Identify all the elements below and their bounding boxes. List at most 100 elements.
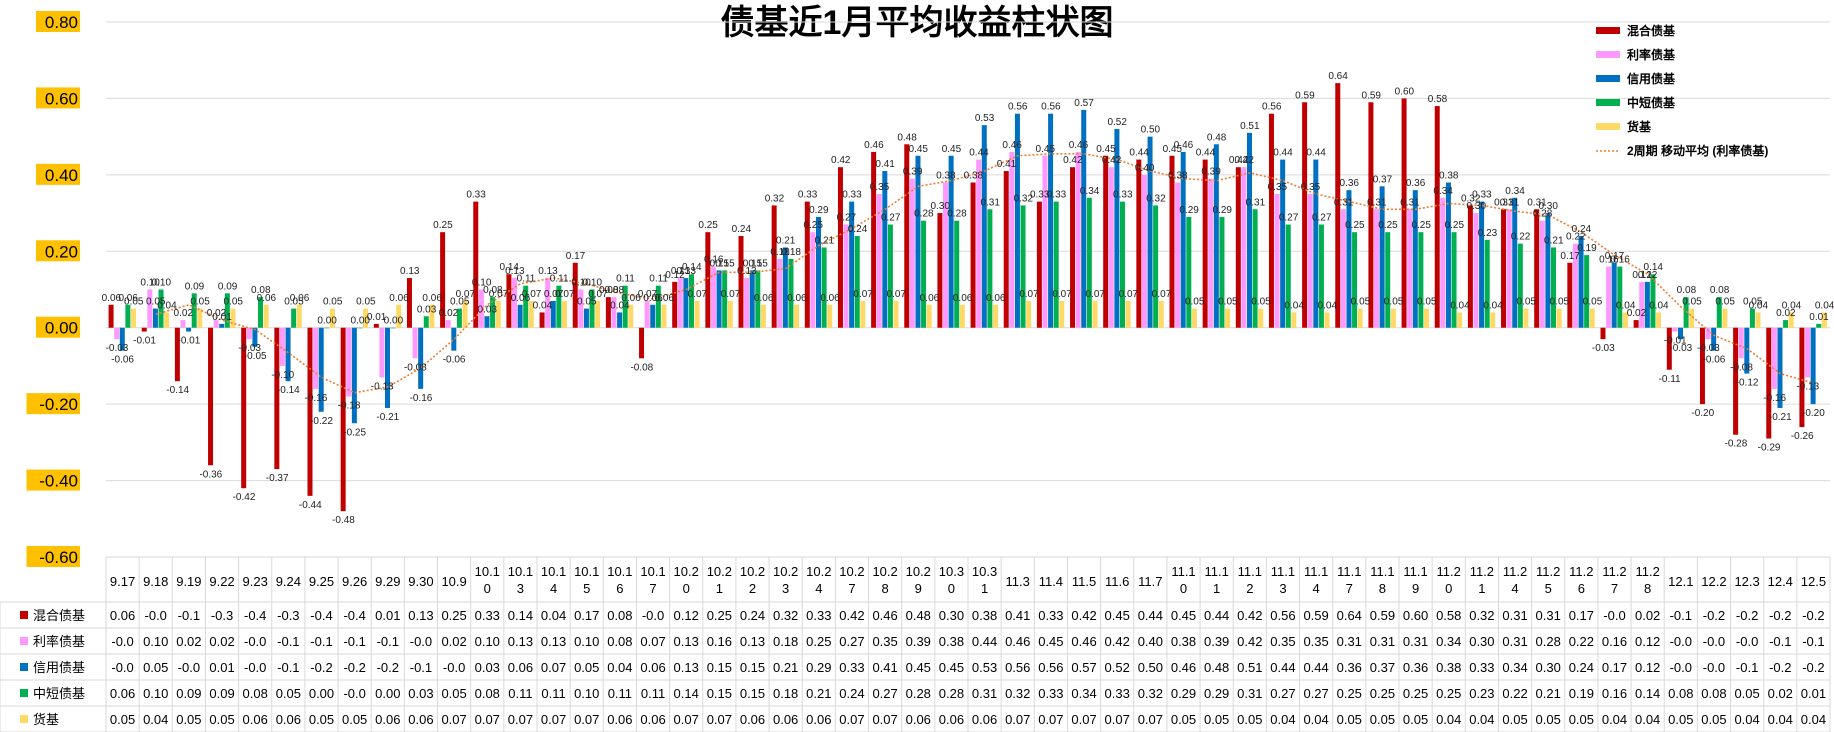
bar [1053, 201, 1059, 328]
bar [125, 304, 131, 328]
table-header-cell: 9.24 [276, 574, 301, 589]
table-cell: -0.1 [343, 634, 365, 649]
table-header-cell: 11.1 [1204, 564, 1228, 579]
data-label: 0.48 [897, 132, 917, 143]
table-cell: 0.12 [1635, 634, 1660, 649]
table-cell: -0.1 [1670, 608, 1692, 623]
bar [346, 327, 352, 397]
table-header-cell: 5 [583, 581, 590, 596]
table-cell: -0.1 [410, 660, 432, 675]
bar [119, 327, 125, 351]
table-header-cell: 2 [749, 581, 756, 596]
bar [1202, 159, 1208, 328]
bar [1048, 113, 1054, 328]
bar [1744, 327, 1750, 374]
table-cell: 0.05 [574, 660, 599, 675]
table-header-cell: 11.2 [1569, 564, 1593, 579]
legend-label-ma: 2周期 移动平均 (利率债基) [1627, 143, 1768, 158]
table-cell: 0.05 [1337, 712, 1362, 727]
table-cell: 0.08 [475, 686, 500, 701]
bar [1036, 201, 1042, 328]
bar [1252, 209, 1258, 328]
table-header-cell: 12.1 [1668, 574, 1693, 589]
data-label: 0.31 [1500, 197, 1520, 208]
table-header-cell: 10.3 [939, 564, 964, 579]
bar [1666, 327, 1672, 370]
bar [1440, 197, 1446, 328]
data-label: 0.06 [422, 293, 442, 304]
table-header-cell: 10.1 [475, 564, 500, 579]
data-label: -0.01 [1664, 336, 1687, 347]
bar [1285, 224, 1291, 328]
table-cell: 0.45 [1105, 608, 1130, 623]
data-label: 0.46 [1069, 140, 1089, 151]
bar [246, 327, 252, 340]
bar [274, 327, 280, 470]
data-label: 0.08 [1710, 285, 1730, 296]
bar [1578, 236, 1584, 328]
data-label: 0.10 [583, 278, 603, 289]
bar [1749, 308, 1755, 328]
data-label: 0.41 [875, 159, 895, 170]
data-label: 0.48 [1207, 132, 1227, 143]
table-cell: 0.19 [1569, 686, 1594, 701]
legend-label: 信用债基 [1627, 71, 1676, 86]
table-cell: 0.45 [1171, 608, 1196, 623]
table-cell: 0.10 [475, 634, 500, 649]
data-label: 0.38 [964, 171, 984, 182]
moving-average-polyline [155, 153, 1814, 394]
bar [628, 304, 634, 328]
data-label: 0.06 [621, 293, 641, 304]
table-header-cell: 4 [550, 581, 557, 596]
data-label: 0.24 [1572, 224, 1592, 235]
table-cell: 0.16 [1602, 686, 1627, 701]
data-label: 0.19 [1577, 243, 1597, 254]
table-cell: 0.36 [1403, 660, 1428, 675]
table-cell: -0.1 [277, 634, 299, 649]
y-tick-label: -0.20 [39, 395, 78, 414]
data-label: -0.48 [332, 515, 355, 526]
data-label: 0.05 [356, 297, 376, 308]
data-label: 0.05 [450, 297, 470, 308]
table-cell: 0.02 [1635, 608, 1660, 623]
bar [1755, 312, 1761, 328]
y-tick-highlight [26, 393, 80, 415]
data-label: 0.10 [472, 278, 492, 289]
table-cell: -0.0 [244, 660, 266, 675]
table-header-cell: 1 [716, 581, 723, 596]
data-label: 0.14 [682, 262, 702, 273]
bar [1086, 197, 1092, 328]
data-labels: 0.06 -0.01 -0.14 -0.36 -0.42 -0.37 -0.44 -0.48 0… [102, 71, 1834, 526]
bar [1639, 281, 1645, 328]
table-cell: 0.08 [243, 686, 268, 701]
data-label: 0.01 [1809, 312, 1829, 323]
data-label: 0.46 [864, 140, 884, 151]
bar [318, 327, 324, 412]
table-cell: 0.42 [1237, 634, 1262, 649]
bar [987, 209, 993, 328]
table-cell: 0.04 [541, 608, 566, 623]
data-label: 0.08 [1677, 285, 1697, 296]
data-label: 0.00 [317, 316, 337, 327]
bar [1589, 308, 1595, 328]
bar [904, 144, 910, 328]
data-label: 0.05 [1384, 297, 1404, 308]
table-cell: 0.14 [1635, 686, 1660, 701]
bar [943, 182, 949, 328]
table-cell: 0.13 [541, 634, 566, 649]
table-cell: 0.25 [806, 634, 831, 649]
data-label: 0.44 [1196, 148, 1216, 159]
table-header-cell: 12.3 [1734, 574, 1759, 589]
bar [1125, 300, 1131, 328]
table-header-cell: 11.1 [1337, 564, 1361, 579]
data-label: 0.36 [1406, 178, 1426, 189]
table-cell: 0.13 [408, 608, 433, 623]
bar [1070, 167, 1076, 328]
bar [1379, 186, 1385, 328]
data-label: 0.08 [599, 285, 619, 296]
table-cell: 0.10 [143, 686, 168, 701]
table-cell: 0.00 [309, 686, 334, 701]
data-label: -0.16 [410, 393, 433, 404]
bar [539, 312, 545, 328]
data-label: 0.07 [544, 289, 564, 300]
